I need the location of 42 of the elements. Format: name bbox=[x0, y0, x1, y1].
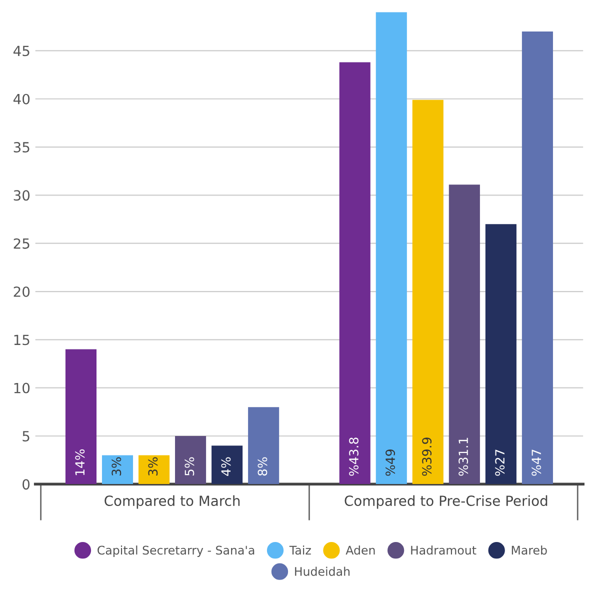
x-tick-label: Compared to March bbox=[104, 495, 240, 509]
bar bbox=[212, 446, 243, 484]
legend-label: Hudeidah bbox=[295, 566, 350, 576]
y-tick-label: 40 bbox=[13, 94, 30, 104]
data-label: %43.8 bbox=[349, 438, 358, 476]
bar bbox=[376, 12, 407, 484]
bar bbox=[485, 224, 516, 484]
data-label: %31.1 bbox=[458, 438, 468, 476]
bar bbox=[522, 31, 553, 484]
y-tick-label: 30 bbox=[14, 190, 30, 201]
legend-label: Hadramout bbox=[411, 546, 476, 555]
data-label: %47 bbox=[532, 450, 542, 476]
data-label: %49 bbox=[386, 450, 396, 476]
data-label: 5% bbox=[184, 457, 194, 476]
bar bbox=[448, 184, 480, 484]
data-label: %39.9 bbox=[422, 438, 432, 476]
y-tick-label: 35 bbox=[14, 142, 30, 153]
legend-label: Capital Secretarry - Sana'a bbox=[98, 546, 254, 557]
x-tick-label: Compared to Pre-Crise Period bbox=[344, 495, 548, 509]
y-tick-label: 15 bbox=[14, 334, 30, 346]
legend-label: Taiz bbox=[289, 546, 311, 555]
y-tick-label: 10 bbox=[14, 382, 30, 394]
data-label: 3% bbox=[148, 457, 158, 476]
bar bbox=[138, 455, 170, 484]
data-label: 14% bbox=[75, 449, 85, 476]
legend-label: Aden bbox=[346, 546, 375, 555]
y-tick-label: 0 bbox=[22, 479, 30, 490]
y-tick-label: 20 bbox=[14, 286, 30, 297]
data-label: 3% bbox=[112, 457, 122, 476]
bar bbox=[102, 455, 134, 484]
bar bbox=[339, 62, 370, 484]
legend-label: Mareb bbox=[512, 546, 547, 555]
bar bbox=[412, 100, 444, 484]
data-label: 8% bbox=[258, 457, 268, 476]
y-tick-label: 5 bbox=[22, 431, 30, 442]
y-tick-label: 45 bbox=[13, 46, 30, 56]
bar bbox=[65, 349, 97, 484]
data-label: 4% bbox=[221, 457, 231, 476]
y-tick-label: 25 bbox=[14, 238, 30, 249]
data-label: %27 bbox=[495, 450, 505, 476]
bar bbox=[175, 436, 206, 484]
bar bbox=[248, 407, 280, 484]
